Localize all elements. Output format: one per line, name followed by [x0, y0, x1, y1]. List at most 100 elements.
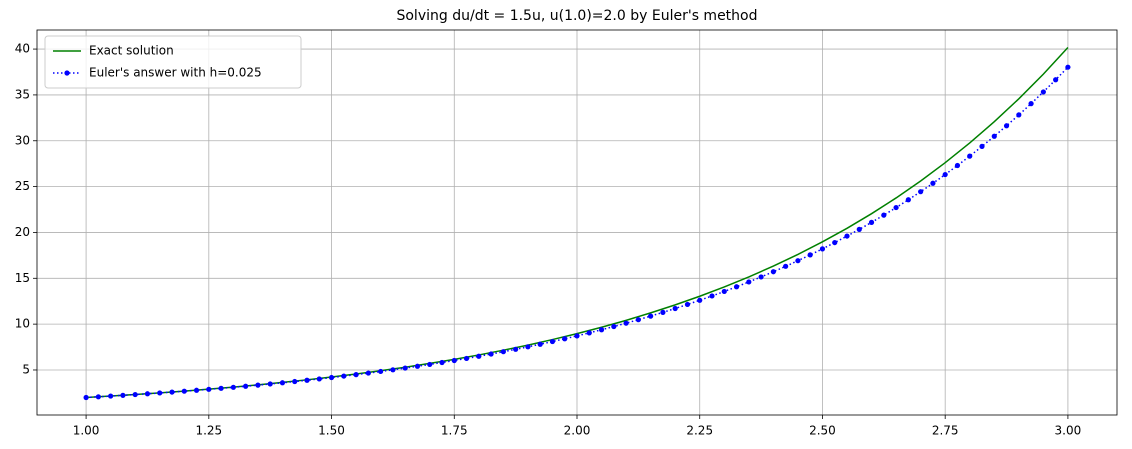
- y-tick-label: 5: [22, 362, 30, 376]
- x-tick-label: 2.25: [686, 424, 713, 438]
- data-point: [684, 301, 691, 308]
- data-point: [267, 381, 273, 387]
- data-point: [1065, 64, 1071, 70]
- data-point: [758, 274, 764, 280]
- data-point: [562, 336, 568, 342]
- data-point: [586, 330, 592, 336]
- data-point: [979, 143, 985, 149]
- data-point: [365, 370, 371, 376]
- data-point: [868, 219, 875, 225]
- data-point: [954, 162, 961, 169]
- data-point: [193, 387, 200, 393]
- data-point: [721, 288, 727, 295]
- data-point: [672, 305, 678, 312]
- data-point: [893, 204, 899, 211]
- y-tick-label: 20: [15, 225, 30, 239]
- data-point: [574, 333, 580, 339]
- data-point: [169, 389, 175, 395]
- legend-label: Euler's answer with h=0.025: [89, 66, 262, 80]
- x-tick-label: 1.25: [195, 424, 222, 438]
- data-point: [819, 246, 826, 252]
- data-point: [500, 349, 506, 355]
- data-point: [905, 197, 911, 203]
- data-point: [218, 385, 224, 391]
- data-point: [1040, 89, 1046, 95]
- x-tick-label: 1.50: [318, 424, 345, 438]
- x-tick-label: 1.75: [441, 424, 468, 438]
- data-point: [967, 153, 973, 159]
- data-point: [279, 380, 286, 386]
- legend-marker: [64, 70, 70, 76]
- data-point: [243, 383, 249, 389]
- data-point: [1053, 77, 1059, 83]
- data-point: [451, 357, 457, 364]
- data-point: [1003, 123, 1010, 129]
- data-point: [1028, 101, 1034, 107]
- data-point: [488, 351, 494, 357]
- data-point: [991, 133, 997, 139]
- data-point: [414, 363, 421, 369]
- data-point: [783, 263, 789, 269]
- data-point: [353, 372, 359, 378]
- y-tick-label: 35: [15, 87, 30, 101]
- data-point: [181, 388, 187, 394]
- data-point: [660, 309, 666, 315]
- data-point: [918, 189, 924, 195]
- data-point: [120, 392, 126, 398]
- data-point: [795, 258, 801, 264]
- data-point: [537, 341, 543, 347]
- x-tick-label: 2.50: [809, 424, 836, 438]
- data-point: [746, 279, 752, 285]
- data-point: [132, 391, 138, 398]
- data-point: [83, 394, 89, 401]
- data-point: [930, 180, 936, 186]
- y-tick-label: 30: [15, 133, 30, 147]
- x-tick-label: 3.00: [1055, 424, 1082, 438]
- data-point: [230, 384, 236, 390]
- legend-box: [44, 35, 302, 89]
- plot-frame: [36, 29, 1118, 416]
- x-tick-label: 1.00: [73, 424, 100, 438]
- data-point: [304, 377, 310, 383]
- data-point: [1016, 112, 1022, 118]
- y-tick-label: 40: [15, 42, 30, 56]
- x-tick-label: 2.00: [564, 424, 591, 438]
- data-point: [856, 226, 862, 232]
- data-point: [942, 171, 948, 178]
- data-point: [648, 313, 654, 319]
- data-point: [635, 317, 641, 323]
- data-point: [427, 361, 433, 368]
- data-point: [402, 365, 408, 371]
- data-point: [328, 374, 335, 381]
- data-point: [292, 378, 298, 385]
- chart-title: Solving du/dt = 1.5u, u(1.0)=2.0 by Eule…: [396, 8, 757, 24]
- data-point: [807, 252, 813, 258]
- data-point: [341, 373, 347, 379]
- data-point: [316, 376, 322, 382]
- y-tick-label: 10: [15, 317, 30, 331]
- data-point: [709, 293, 715, 299]
- data-point: [157, 390, 163, 396]
- data-point: [733, 284, 740, 290]
- legend-label: Exact solution: [89, 44, 174, 58]
- data-point: [611, 323, 617, 330]
- data-point: [95, 394, 101, 400]
- data-point: [378, 368, 384, 375]
- data-point: [206, 386, 212, 392]
- data-point: [390, 367, 396, 373]
- data-point: [832, 239, 838, 246]
- data-point: [881, 212, 887, 218]
- data-point: [844, 233, 850, 239]
- x-tick-label: 2.75: [932, 424, 959, 438]
- y-tick-label: 15: [15, 271, 30, 285]
- data-point: [255, 382, 261, 388]
- data-point: [697, 297, 703, 303]
- data-point: [623, 320, 629, 326]
- series-line: [86, 66, 1069, 399]
- data-point: [108, 393, 114, 399]
- data-point: [513, 346, 519, 352]
- data-point: [770, 269, 776, 275]
- data-point: [525, 344, 531, 350]
- data-point: [144, 391, 151, 397]
